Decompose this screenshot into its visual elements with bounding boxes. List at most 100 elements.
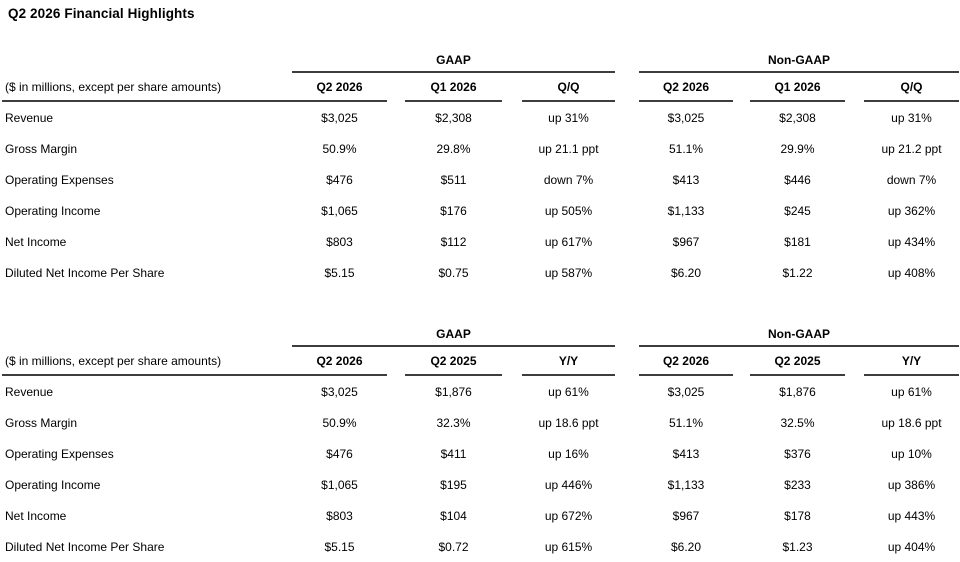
cell: $112 bbox=[440, 234, 467, 249]
cell: up 386% bbox=[887, 477, 936, 492]
table-row: GAAP Non-GAAP bbox=[2, 53, 959, 73]
cell: $413 bbox=[672, 446, 700, 461]
cell: $1,876 bbox=[435, 384, 472, 399]
column-header: Y/Y bbox=[864, 354, 959, 376]
cell: $3,025 bbox=[667, 110, 705, 125]
row-label: Gross Margin bbox=[5, 141, 78, 156]
cell: $176 bbox=[440, 203, 467, 218]
column-header: Q2 2026 bbox=[639, 80, 733, 102]
cell: up 31% bbox=[891, 110, 932, 125]
cell: up 21.1 ppt bbox=[538, 141, 599, 156]
cell: $1,065 bbox=[321, 477, 358, 492]
cell: $2,308 bbox=[779, 110, 816, 125]
table-row: Operating Expenses $476 $411 up 16% $413… bbox=[2, 438, 959, 469]
cell: up 31% bbox=[548, 110, 589, 125]
cell: up 617% bbox=[544, 234, 593, 249]
cell: $0.72 bbox=[438, 539, 469, 554]
cell: $3,025 bbox=[321, 384, 358, 399]
cell: down 7% bbox=[886, 172, 937, 187]
table-row: Gross Margin 50.9% 29.8% up 21.1 ppt 51.… bbox=[2, 133, 959, 164]
cell: up 408% bbox=[887, 265, 936, 280]
cell: up 587% bbox=[544, 265, 593, 280]
cell: $511 bbox=[440, 172, 467, 187]
cell: 32.5% bbox=[780, 415, 815, 430]
column-header: Q/Q bbox=[522, 80, 615, 102]
cell: $1.23 bbox=[782, 539, 813, 554]
cell: $413 bbox=[672, 172, 700, 187]
cell: 51.1% bbox=[668, 141, 704, 156]
table-row: ($ in millions, except per share amounts… bbox=[2, 73, 959, 102]
row-label: Net Income bbox=[5, 234, 67, 249]
cell: up 362% bbox=[887, 203, 936, 218]
column-header: Q1 2026 bbox=[750, 80, 845, 102]
column-header: Q2 2026 bbox=[292, 80, 387, 102]
cell: down 7% bbox=[543, 172, 594, 187]
cell: $3,025 bbox=[667, 384, 705, 399]
table-row: Operating Income $1,065 $195 up 446% $1,… bbox=[2, 469, 959, 500]
column-header: Q/Q bbox=[864, 80, 959, 102]
cell: $967 bbox=[672, 508, 700, 523]
table-row: Revenue $3,025 $2,308 up 31% $3,025 $2,3… bbox=[2, 102, 959, 133]
table-row: GAAP Non-GAAP bbox=[2, 327, 959, 347]
row-label: Operating Expenses bbox=[5, 172, 114, 187]
cell: $803 bbox=[326, 234, 353, 249]
row-label: Diluted Net Income Per Share bbox=[5, 265, 165, 280]
cell: $446 bbox=[784, 172, 811, 187]
units-note: ($ in millions, except per share amounts… bbox=[2, 80, 292, 102]
cell: 50.9% bbox=[322, 415, 357, 430]
non-gaap-group-header: Non-GAAP bbox=[639, 327, 959, 347]
column-header: Q1 2026 bbox=[405, 80, 502, 102]
row-label: Operating Income bbox=[5, 203, 101, 218]
row-label: Operating Expenses bbox=[5, 446, 114, 461]
cell: $411 bbox=[440, 446, 467, 461]
table-row: Diluted Net Income Per Share $5.15 $0.75… bbox=[2, 257, 959, 288]
row-label: Revenue bbox=[5, 384, 54, 399]
row-label: Net Income bbox=[5, 508, 67, 523]
page-title: Q2 2026 Financial Highlights bbox=[8, 6, 195, 21]
table-row: ($ in millions, except per share amounts… bbox=[2, 347, 959, 376]
cell: 50.9% bbox=[322, 141, 357, 156]
cell: 29.9% bbox=[780, 141, 815, 156]
cell: $2,308 bbox=[435, 110, 472, 125]
cell: up 18.6 ppt bbox=[881, 415, 942, 430]
cell: 51.1% bbox=[668, 415, 704, 430]
cell: $967 bbox=[672, 234, 700, 249]
cell: $1,133 bbox=[667, 203, 705, 218]
table-row: Gross Margin 50.9% 32.3% up 18.6 ppt 51.… bbox=[2, 407, 959, 438]
cell: $1,065 bbox=[321, 203, 358, 218]
cell: 32.3% bbox=[436, 415, 471, 430]
column-header: Q2 2025 bbox=[405, 354, 502, 376]
cell: $3,025 bbox=[321, 110, 358, 125]
table-row: Revenue $3,025 $1,876 up 61% $3,025 $1,8… bbox=[2, 376, 959, 407]
cell: $6.20 bbox=[670, 539, 702, 554]
cell: $245 bbox=[784, 203, 811, 218]
table-row: Diluted Net Income Per Share $5.15 $0.72… bbox=[2, 531, 959, 562]
row-label: Diluted Net Income Per Share bbox=[5, 539, 165, 554]
cell: $1.22 bbox=[782, 265, 813, 280]
column-header: Y/Y bbox=[522, 354, 615, 376]
cell: up 434% bbox=[887, 234, 936, 249]
cell: $5.15 bbox=[324, 265, 355, 280]
cell: $803 bbox=[326, 508, 353, 523]
cell: $0.75 bbox=[438, 265, 469, 280]
cell: $178 bbox=[784, 508, 811, 523]
cell: $181 bbox=[784, 234, 811, 249]
cell: $195 bbox=[440, 477, 467, 492]
cell: $104 bbox=[440, 508, 467, 523]
cell: up 672% bbox=[544, 508, 593, 523]
units-note: ($ in millions, except per share amounts… bbox=[2, 354, 292, 376]
cell: up 443% bbox=[887, 508, 936, 523]
row-label: Revenue bbox=[5, 110, 54, 125]
column-header: Q2 2026 bbox=[639, 354, 733, 376]
cell: up 61% bbox=[548, 384, 589, 399]
qq-comparison-table: GAAP Non-GAAP ($ in millions, except per… bbox=[2, 53, 959, 288]
table-row: Operating Expenses $476 $511 down 7% $41… bbox=[2, 164, 959, 195]
column-header: Q2 2025 bbox=[750, 354, 845, 376]
cell: $233 bbox=[784, 477, 811, 492]
cell: up 16% bbox=[548, 446, 589, 461]
row-label: Operating Income bbox=[5, 477, 101, 492]
cell: $5.15 bbox=[324, 539, 355, 554]
cell: up 10% bbox=[891, 446, 932, 461]
cell: $476 bbox=[326, 446, 353, 461]
cell: $1,133 bbox=[667, 477, 705, 492]
